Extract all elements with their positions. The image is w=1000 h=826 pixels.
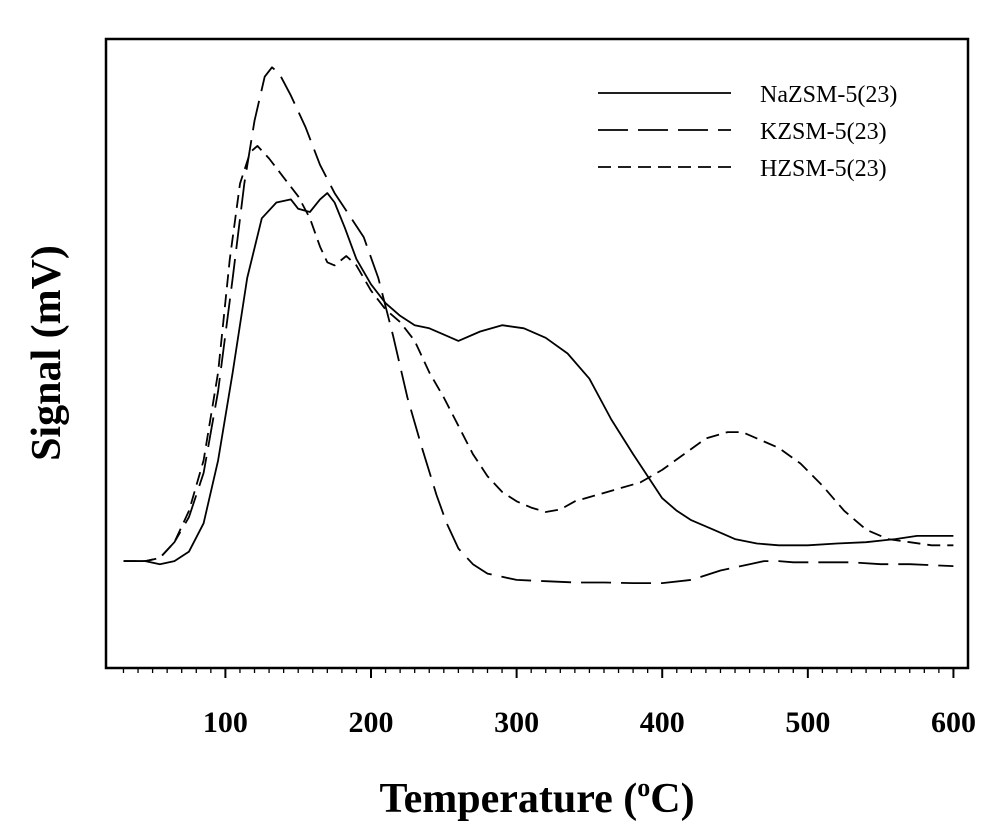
x-tick-label-200: 200: [349, 706, 394, 739]
x-axis-title-unit: C): [650, 776, 694, 822]
series-layer: [123, 66, 954, 584]
series-line-nazsm-5-23: [123, 192, 954, 566]
y-axis-title: Signal (mV): [24, 245, 70, 461]
series-line-kzsm-5-23: [123, 66, 954, 584]
series-line-hzsm-5-23: [123, 145, 954, 562]
plot-frame: [104, 37, 970, 670]
x-axis-title: Temperature (oC): [379, 773, 694, 822]
legend: NaZSM-5(23) KZSM-5(23) HZSM-5(23): [598, 82, 897, 182]
legend-label-kzsm-5-23: KZSM-5(23): [760, 119, 887, 145]
legend-label-hzsm-5-23: HZSM-5(23): [760, 156, 887, 182]
x-tick-label-500: 500: [785, 706, 830, 739]
x-tick-label-600: 600: [931, 706, 976, 739]
x-axis-title-superscript: o: [637, 773, 650, 802]
legend-label-nazsm-5-23: NaZSM-5(23): [760, 82, 897, 108]
x-axis: 100 200 300 400 500 600: [122, 668, 976, 739]
x-tick-label-400: 400: [640, 706, 685, 739]
x-tick-label-100: 100: [203, 706, 248, 739]
x-axis-title-main: Temperature (: [379, 776, 637, 822]
x-tick-label-300: 300: [494, 706, 539, 739]
